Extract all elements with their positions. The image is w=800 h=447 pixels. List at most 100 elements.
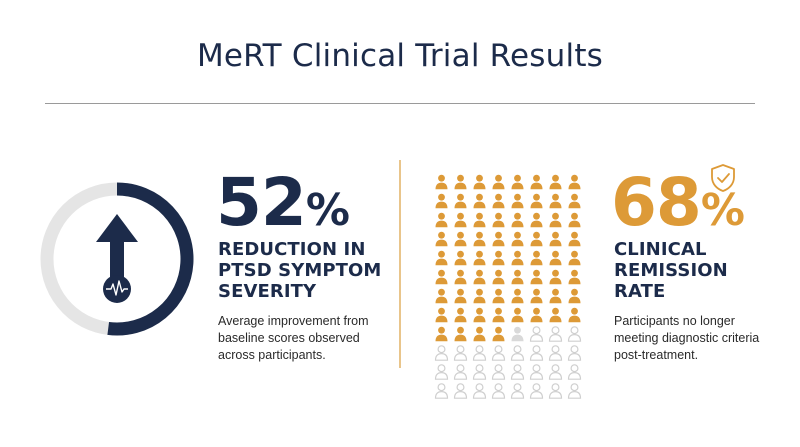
- person-icon: [510, 364, 525, 380]
- person-icon: [434, 231, 449, 247]
- person-icon: [529, 364, 544, 380]
- person-icon: [491, 307, 506, 323]
- person-icon: [453, 383, 468, 399]
- person-icon: [510, 288, 525, 304]
- person-icon: [510, 383, 525, 399]
- person-icon: [529, 326, 544, 342]
- person-icon: [434, 193, 449, 209]
- person-icon: [567, 326, 582, 342]
- person-icon: [453, 269, 468, 285]
- person-icon: [567, 383, 582, 399]
- reduction-label-line: SEVERITY: [218, 281, 317, 302]
- remission-description-line: meeting diagnostic criteria: [614, 331, 760, 345]
- person-icon: [453, 345, 468, 361]
- person-icon: [548, 231, 563, 247]
- person-icon: [453, 250, 468, 266]
- remission-unit: %: [700, 185, 745, 236]
- person-icon: [529, 345, 544, 361]
- person-icon: [453, 212, 468, 228]
- person-icon: [434, 383, 449, 399]
- person-icon: [510, 269, 525, 285]
- person-icon: [434, 269, 449, 285]
- person-icon: [567, 231, 582, 247]
- person-icon: [453, 193, 468, 209]
- progress-ring: [40, 182, 194, 336]
- person-icon: [529, 250, 544, 266]
- person-icon: [567, 269, 582, 285]
- reduction-label: REDUCTION IN PTSD SYMPTOM SEVERITY: [218, 239, 398, 302]
- reduction-label-line: REDUCTION IN: [218, 239, 366, 260]
- remission-description-line: Participants no longer: [614, 314, 735, 328]
- person-icon: [567, 250, 582, 266]
- person-icon: [491, 326, 506, 342]
- remission-label: CLINICAL REMISSION RATE: [614, 239, 784, 302]
- remission-label-line: RATE: [614, 281, 666, 302]
- person-icon: [510, 307, 525, 323]
- person-icon: [567, 193, 582, 209]
- person-icon: [472, 288, 487, 304]
- person-icon: [529, 288, 544, 304]
- person-icon: [510, 231, 525, 247]
- person-icon: [472, 383, 487, 399]
- person-icon: [529, 269, 544, 285]
- person-icon: [548, 193, 563, 209]
- person-icon: [567, 288, 582, 304]
- person-icon: [434, 364, 449, 380]
- person-icon: [510, 193, 525, 209]
- person-icon: [510, 212, 525, 228]
- person-icon: [472, 174, 487, 190]
- person-icon: [453, 231, 468, 247]
- heartbeat-icon: [103, 275, 131, 303]
- person-icon: [510, 250, 525, 266]
- remission-number: 68: [611, 164, 702, 241]
- person-icon: [472, 307, 487, 323]
- person-icon: [491, 288, 506, 304]
- up-arrow-icon: [96, 214, 138, 282]
- person-icon: [491, 250, 506, 266]
- person-icon: [548, 383, 563, 399]
- remission-label-line: REMISSION: [614, 260, 728, 281]
- person-icon: [472, 269, 487, 285]
- person-icon: [472, 193, 487, 209]
- person-icon: [491, 364, 506, 380]
- person-icon: [491, 212, 506, 228]
- person-icon: [472, 326, 487, 342]
- person-icon: [548, 269, 563, 285]
- remission-reduction-value: 52%: [216, 170, 350, 244]
- remission-description-line: post-treatment.: [614, 348, 699, 362]
- section-divider: [399, 160, 401, 368]
- person-icon: [434, 326, 449, 342]
- person-icon: [491, 193, 506, 209]
- person-icon: [434, 250, 449, 266]
- person-icon: [491, 383, 506, 399]
- reduction-description: Average improvement from baseline scores…: [218, 313, 398, 364]
- person-icon: [453, 288, 468, 304]
- person-icon: [472, 231, 487, 247]
- person-icon: [491, 345, 506, 361]
- remission-label-line: CLINICAL: [614, 239, 707, 260]
- person-icon: [548, 174, 563, 190]
- person-icon: [567, 345, 582, 361]
- person-icon: [567, 212, 582, 228]
- person-icon: [434, 212, 449, 228]
- remission-rate-value: 68%: [611, 170, 745, 244]
- person-icon: [548, 212, 563, 228]
- person-icon: [453, 174, 468, 190]
- progress-ring-fill: [107, 182, 194, 336]
- person-icon: [491, 231, 506, 247]
- reduction-description-line: baseline scores observed: [218, 331, 360, 345]
- person-icon: [491, 269, 506, 285]
- remission-description: Participants no longer meeting diagnosti…: [614, 313, 784, 364]
- person-icon: [567, 307, 582, 323]
- person-icon: [529, 212, 544, 228]
- reduction-unit: %: [305, 185, 350, 236]
- person-icon: [510, 326, 525, 342]
- person-icon: [472, 212, 487, 228]
- person-icon: [510, 174, 525, 190]
- person-icon: [548, 364, 563, 380]
- person-icon: [529, 231, 544, 247]
- person-icon: [548, 345, 563, 361]
- person-icon: [491, 174, 506, 190]
- person-icon: [472, 364, 487, 380]
- person-icon: [529, 383, 544, 399]
